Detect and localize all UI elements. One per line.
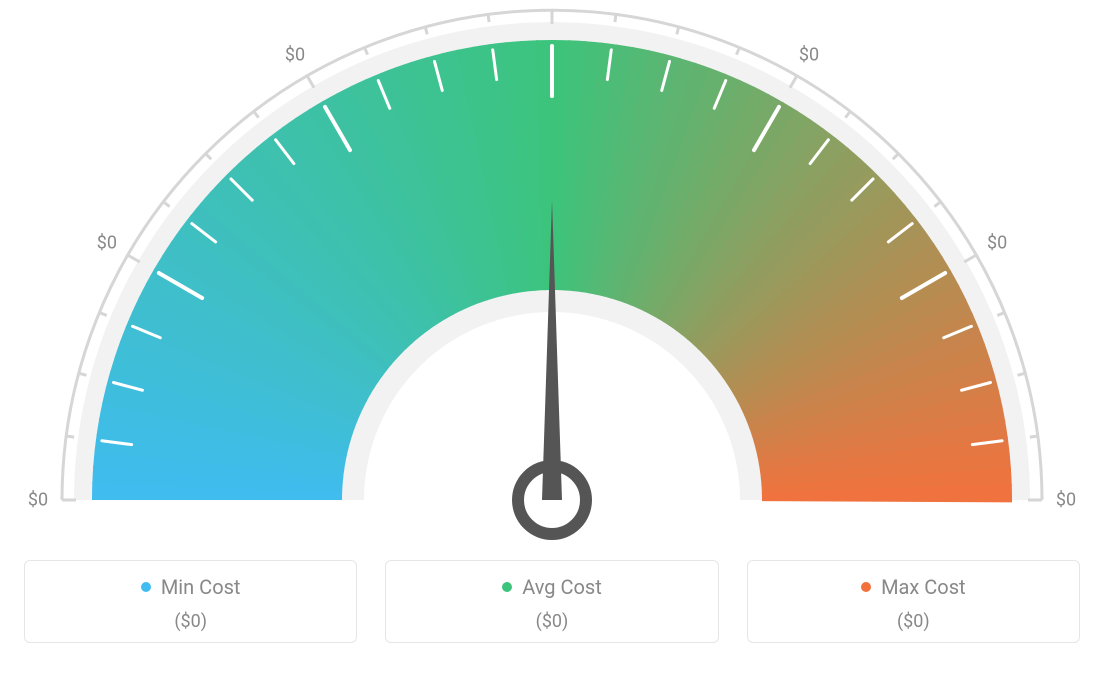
legend-row: Min Cost ($0) Avg Cost ($0) Max Cost ($0… [0, 560, 1104, 643]
legend-dot-avg [502, 582, 512, 592]
legend-label-min: Min Cost [161, 575, 241, 599]
legend-value-avg: ($0) [386, 611, 717, 632]
legend-title-avg: Avg Cost [502, 575, 602, 599]
gauge-tick-label: $0 [799, 44, 819, 65]
legend-value-max: ($0) [748, 611, 1079, 632]
legend-card-min: Min Cost ($0) [24, 560, 357, 643]
gauge-tick-label: $0 [1056, 490, 1076, 511]
legend-card-avg: Avg Cost ($0) [385, 560, 718, 643]
gauge-tick-label: $0 [97, 233, 117, 254]
gauge-chart: $0$0$0$0$0$0$0 [0, 0, 1104, 560]
legend-label-max: Max Cost [881, 575, 966, 599]
legend-dot-min [141, 582, 151, 592]
legend-title-max: Max Cost [861, 575, 966, 599]
gauge-svg [0, 0, 1104, 560]
legend-dot-max [861, 582, 871, 592]
gauge-tick-label: $0 [285, 44, 305, 65]
gauge-tick-label: $0 [28, 490, 48, 511]
legend-card-max: Max Cost ($0) [747, 560, 1080, 643]
gauge-tick-label: $0 [987, 233, 1007, 254]
legend-title-min: Min Cost [141, 575, 241, 599]
legend-value-min: ($0) [25, 611, 356, 632]
legend-label-avg: Avg Cost [522, 575, 602, 599]
